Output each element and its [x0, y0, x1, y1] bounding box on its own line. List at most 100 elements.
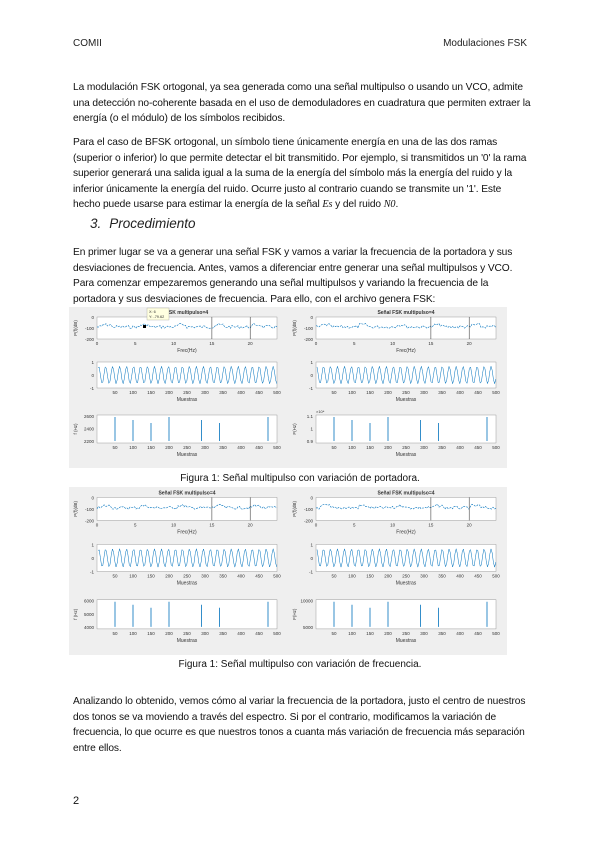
y-tick-label: 6000 — [84, 599, 95, 604]
spectrum-line — [96, 503, 278, 510]
paragraph-text: . — [395, 199, 399, 211]
x-tick-label: 500 — [273, 390, 281, 395]
paragraph-intro: La modulación FSK ortogonal, ya sea gene… — [73, 82, 531, 125]
y-tick-label: 1 — [310, 360, 313, 365]
waveform-axes — [96, 361, 278, 389]
y-tick-label: 1 — [91, 360, 94, 365]
y-tick-label: -200 — [304, 518, 314, 523]
y-tick-label: 1 — [310, 542, 313, 547]
y-axis-label: f (Hz) — [73, 608, 78, 619]
figure-panel: Señal FSK multipulso=4 0 -100 -200 0 5 10 15 20 F… — [288, 307, 505, 468]
x-tick-label: 50 — [331, 445, 337, 450]
paragraph-bfsk: Para el caso de BFSK ortogonal, un símbo… — [73, 135, 531, 213]
x-tick-label: 400 — [237, 390, 245, 395]
x-tick-label: 100 — [129, 631, 137, 636]
x-tick-label: 450 — [474, 574, 482, 579]
x-tick-label: 100 — [129, 574, 137, 579]
figure-panel: Señal FSK multipulso=4 0 -100 -200 0 5 10 15 20 F… — [69, 487, 286, 655]
x-tick-label: 450 — [255, 574, 263, 579]
waveform-axes — [315, 361, 497, 389]
data-tip-marker — [143, 325, 146, 328]
x-tick-label: 50 — [331, 631, 337, 636]
x-tick-label: 15 — [209, 522, 215, 527]
y-tick-label: 0 — [310, 373, 313, 378]
paragraph-text: Para el caso de BFSK ortogonal, un símbo… — [73, 137, 527, 211]
y-tick-label: 2400 — [84, 427, 95, 432]
x-tick-label: 0 — [315, 341, 318, 346]
x-tick-label: 400 — [237, 631, 245, 636]
y-axis-label: F(Hz) — [292, 423, 297, 435]
spectrum-line — [315, 503, 497, 510]
x-tick-label: 50 — [112, 390, 118, 395]
header-right: Modulaciones FSK — [443, 38, 527, 49]
waveform-axes — [315, 544, 497, 572]
figure-carrier-variation: FSK multipulso=4 0 -100 -200 0 5 10 15 20 Frec(Hz… — [69, 307, 507, 468]
x-tick-label: 300 — [201, 390, 209, 395]
x-tick-label: 200 — [165, 445, 173, 450]
y-tick-label: 1 — [91, 542, 94, 547]
x-tick-label: 200 — [384, 445, 392, 450]
x-axis-label: Muestras — [177, 581, 198, 587]
waveform-line — [316, 365, 497, 385]
y-tick-label: -1 — [90, 570, 94, 575]
plot-title: Señal FSK multipulso=4 — [158, 490, 215, 496]
x-tick-label: 150 — [366, 631, 374, 636]
y-tick-label: 2600 — [84, 414, 95, 419]
section-number: 3. — [90, 216, 102, 231]
waveform-line — [316, 547, 497, 568]
x-tick-label: 200 — [165, 574, 173, 579]
x-axis-label: Muestras — [396, 452, 417, 458]
x-tick-label: 450 — [255, 631, 263, 636]
x-tick-label: 50 — [112, 631, 118, 636]
x-tick-label: 450 — [474, 445, 482, 450]
y-tick-label: 0 — [310, 315, 313, 320]
y-tick-label: 2200 — [84, 439, 95, 444]
data-tip-text: Y: -79.62 — [149, 315, 164, 319]
y-tick-label: -1 — [309, 570, 313, 575]
y-tick-label: 0 — [310, 495, 313, 500]
x-tick-label: 50 — [112, 445, 118, 450]
x-axis-label: Muestras — [177, 397, 198, 403]
x-tick-label: 400 — [237, 445, 245, 450]
x-tick-label: 10 — [171, 522, 177, 527]
x-tick-label: 200 — [165, 390, 173, 395]
data-tip: X: 6Y: -79.62 — [143, 307, 170, 328]
x-tick-label: 250 — [183, 631, 191, 636]
section-title: Procedimiento — [109, 216, 196, 231]
x-tick-label: 100 — [129, 390, 137, 395]
x-axis-label: Frec(Hz) — [177, 348, 197, 354]
y-tick-label: 0 — [91, 315, 94, 320]
x-tick-label: 450 — [255, 445, 263, 450]
y-tick-label: -100 — [304, 326, 314, 331]
x-tick-label: 150 — [366, 390, 374, 395]
x-tick-label: 5 — [353, 341, 356, 346]
x-tick-label: 400 — [456, 445, 464, 450]
y-axis-label: P(f)(dB) — [292, 320, 297, 336]
y-tick-label: 5000 — [84, 612, 95, 617]
x-tick-label: 5 — [134, 341, 137, 346]
figure-frequency-variation: Señal FSK multipulso=4 0 -100 -200 0 5 10 15 20 F… — [69, 487, 507, 655]
figure-panel: FSK multipulso=4 0 -100 -200 0 5 10 15 20 Frec(Hz… — [69, 307, 286, 468]
x-tick-label: 15 — [428, 341, 434, 346]
x-tick-label: 450 — [474, 390, 482, 395]
x-tick-label: 350 — [438, 574, 446, 579]
x-tick-label: 500 — [492, 445, 500, 450]
frequency-axes — [96, 414, 278, 444]
x-tick-label: 5 — [353, 522, 356, 527]
x-tick-label: 250 — [402, 390, 410, 395]
plot-title: FSK multipulso=4 — [166, 310, 209, 316]
x-tick-label: 10 — [171, 341, 177, 346]
figure-caption: Figura 1: Señal multipulso con variación… — [178, 659, 422, 670]
x-tick-label: 350 — [438, 445, 446, 450]
x-tick-label: 150 — [366, 445, 374, 450]
x-tick-label: 300 — [420, 390, 428, 395]
frequency-axes — [315, 599, 497, 630]
x-tick-label: 350 — [219, 574, 227, 579]
figure-panel: Señal FSK multipulso=4 0 -100 -200 0 5 10 15 20 F… — [288, 487, 505, 655]
waveform-line — [97, 547, 278, 568]
x-tick-label: 350 — [219, 445, 227, 450]
x-axis-label: Frec(Hz) — [177, 529, 197, 535]
